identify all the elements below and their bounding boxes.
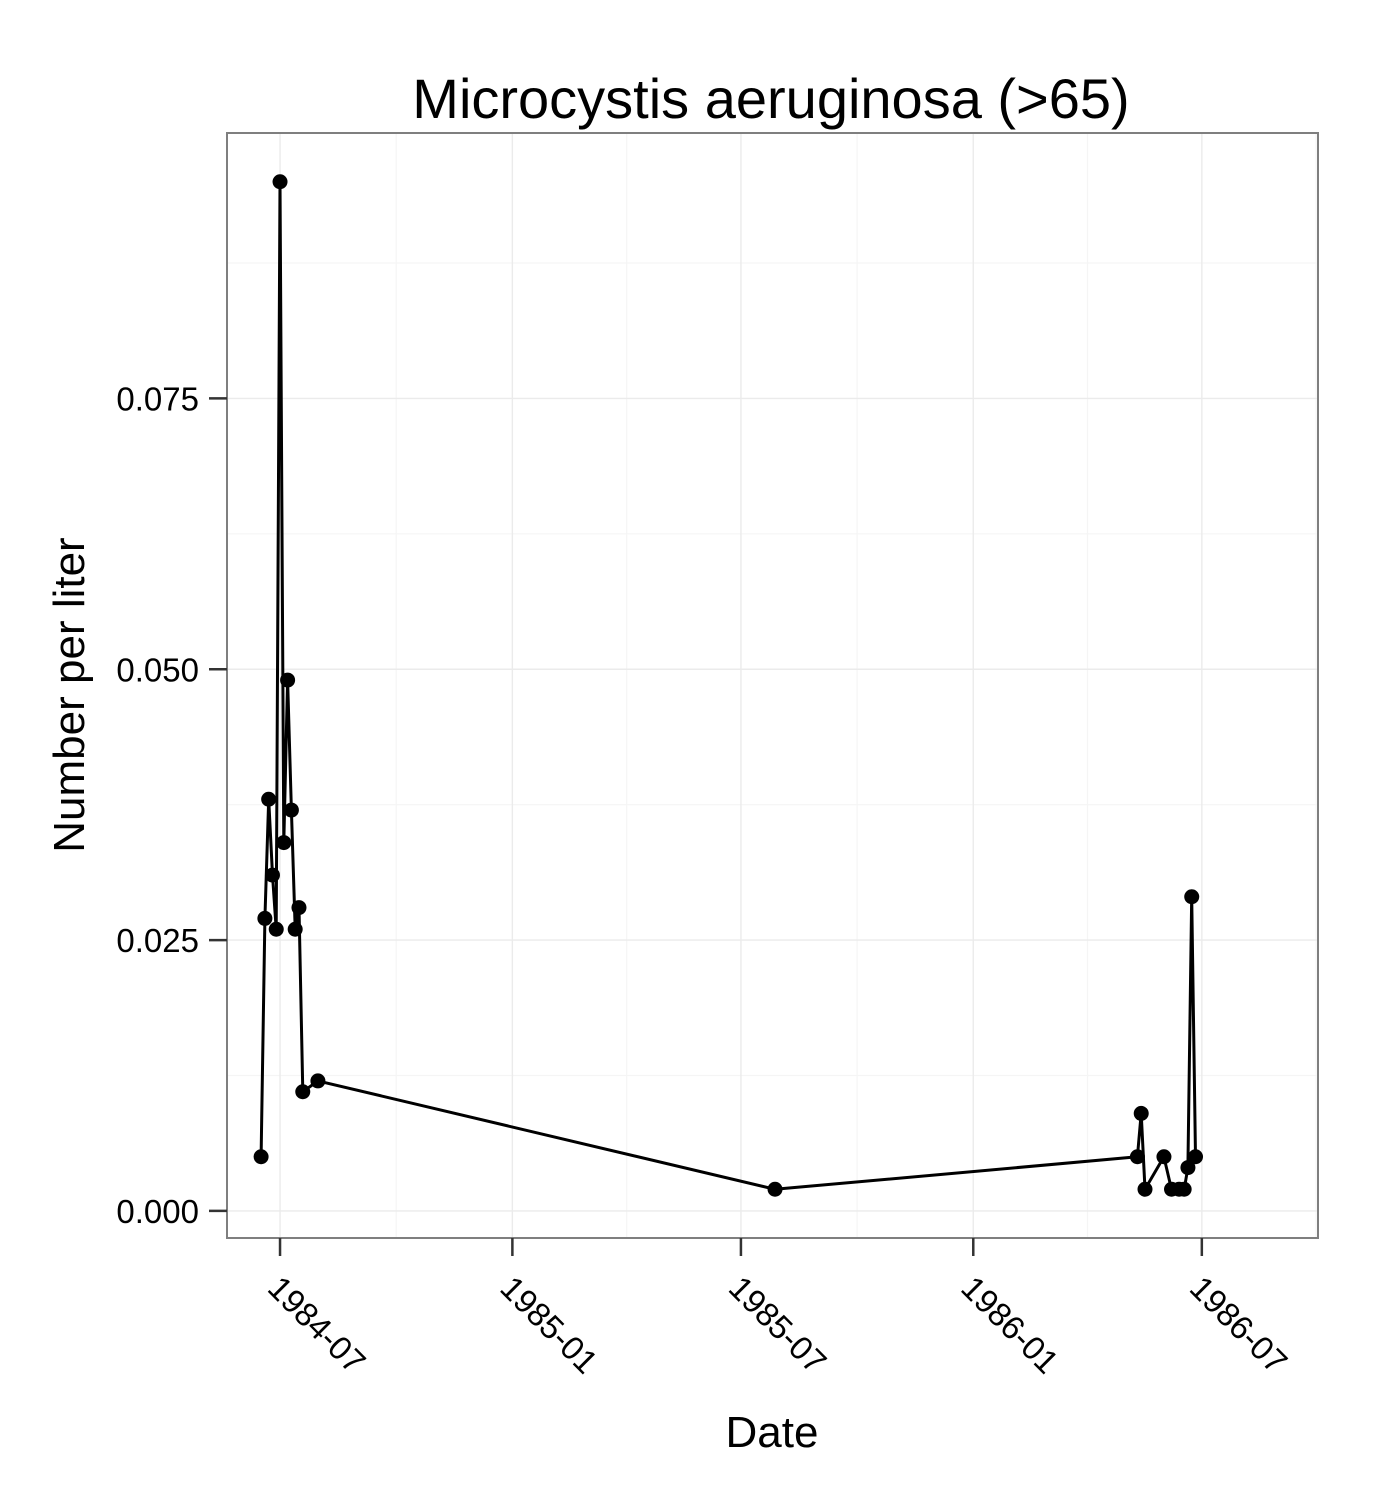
data-point — [1180, 1160, 1196, 1176]
data-point — [268, 921, 284, 937]
data-point — [1137, 1181, 1153, 1197]
y-axis-title: Number per liter — [45, 537, 94, 852]
data-point — [257, 910, 273, 926]
y-tick-label: 0.075 — [116, 380, 199, 417]
y-tick-label: 0.000 — [116, 1193, 199, 1230]
x-tick-label: 1986-07 — [1183, 1269, 1295, 1381]
data-point — [280, 672, 296, 688]
x-tick-label: 1984-07 — [261, 1269, 373, 1381]
data-point — [1129, 1149, 1145, 1165]
data-point — [1184, 889, 1200, 905]
series-points — [253, 174, 1204, 1197]
data-point — [287, 921, 303, 937]
data-point — [253, 1149, 269, 1165]
data-point — [291, 900, 307, 916]
x-axis-title: Date — [726, 1408, 819, 1457]
data-point — [1188, 1149, 1204, 1165]
data-point — [1176, 1181, 1192, 1197]
data-point — [261, 791, 277, 807]
y-tick-label: 0.025 — [116, 922, 199, 959]
data-point — [283, 802, 299, 818]
x-tick-label: 1986-01 — [954, 1269, 1066, 1381]
data-point — [264, 867, 280, 883]
plot-panel — [227, 133, 1318, 1238]
x-tick-label: 1985-07 — [722, 1269, 834, 1381]
data-point — [272, 174, 288, 190]
chart-title: Microcystis aeruginosa (>65) — [412, 67, 1129, 130]
plot-panel-border — [226, 132, 1319, 1239]
data-point — [295, 1084, 311, 1100]
data-point — [276, 835, 292, 851]
grid — [227, 133, 1318, 1238]
data-point — [310, 1073, 326, 1089]
data-point — [1133, 1105, 1149, 1121]
data-point — [767, 1181, 783, 1197]
x-tick-label: 1985-01 — [493, 1269, 605, 1381]
data-point — [1156, 1149, 1172, 1165]
y-tick-label: 0.050 — [116, 651, 199, 688]
